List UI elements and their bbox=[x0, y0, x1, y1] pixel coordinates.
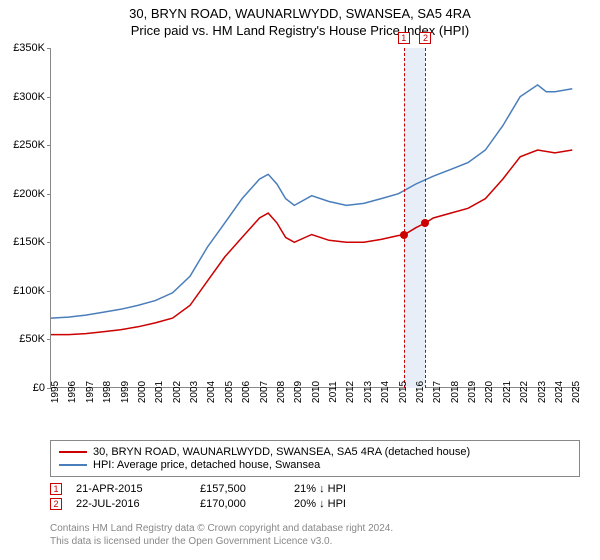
sale-marker-box: 1 bbox=[398, 32, 410, 44]
x-tick-label: 1999 bbox=[120, 381, 131, 403]
plot-area: 12 bbox=[50, 48, 580, 388]
y-tick-label: £250K bbox=[13, 139, 45, 151]
sales-table: 1 21-APR-2015 £157,500 21% ↓ HPI 2 22-JUL-201… bbox=[50, 480, 580, 513]
y-tick-mark bbox=[47, 242, 51, 243]
x-tick-label: 2006 bbox=[241, 381, 252, 403]
sale-date: 22-JUL-2016 bbox=[76, 498, 186, 510]
legend: 30, BRYN ROAD, WAUNARLWYDD, SWANSEA, SA5… bbox=[50, 440, 580, 477]
x-tick-label: 2022 bbox=[519, 381, 530, 403]
x-tick-label: 2014 bbox=[380, 381, 391, 403]
sale-diff: 21% ↓ HPI bbox=[294, 483, 394, 495]
y-tick-mark bbox=[47, 291, 51, 292]
x-tick-label: 2002 bbox=[172, 381, 183, 403]
x-tick-label: 2010 bbox=[311, 381, 322, 403]
sale-row: 2 22-JUL-2016 £170,000 20% ↓ HPI bbox=[50, 498, 580, 510]
line-series bbox=[51, 48, 581, 388]
legend-swatch bbox=[59, 464, 87, 466]
sale-date: 21-APR-2015 bbox=[76, 483, 186, 495]
y-tick-label: £100K bbox=[13, 285, 45, 297]
x-tick-label: 2015 bbox=[398, 381, 409, 403]
x-tick-label: 2005 bbox=[224, 381, 235, 403]
x-tick-label: 2017 bbox=[432, 381, 443, 403]
x-tick-label: 2008 bbox=[276, 381, 287, 403]
x-tick-label: 2020 bbox=[484, 381, 495, 403]
y-tick-mark bbox=[47, 339, 51, 340]
x-tick-label: 2011 bbox=[328, 381, 339, 403]
y-tick-label: £50K bbox=[19, 333, 45, 345]
sale-dot bbox=[400, 231, 408, 239]
legend-label: 30, BRYN ROAD, WAUNARLWYDD, SWANSEA, SA5… bbox=[93, 446, 470, 458]
y-tick-mark bbox=[47, 194, 51, 195]
y-tick-mark bbox=[47, 145, 51, 146]
footer-line2: This data is licensed under the Open Gov… bbox=[50, 535, 393, 548]
x-tick-label: 2012 bbox=[345, 381, 356, 403]
x-tick-label: 1997 bbox=[85, 381, 96, 403]
x-tick-label: 2016 bbox=[415, 381, 426, 403]
sale-diff: 20% ↓ HPI bbox=[294, 498, 394, 510]
x-tick-label: 2003 bbox=[189, 381, 200, 403]
chart-area: £0£50K£100K£150K£200K£250K£300K£350K 12 … bbox=[50, 48, 580, 408]
sale-price: £170,000 bbox=[200, 498, 280, 510]
title-subtitle: Price paid vs. HM Land Registry's House … bbox=[0, 23, 600, 38]
x-tick-label: 2018 bbox=[450, 381, 461, 403]
legend-row: HPI: Average price, detached house, Swan… bbox=[59, 459, 571, 471]
y-tick-mark bbox=[47, 97, 51, 98]
title-block: 30, BRYN ROAD, WAUNARLWYDD, SWANSEA, SA5… bbox=[0, 0, 600, 38]
legend-swatch bbox=[59, 451, 87, 453]
x-tick-label: 2019 bbox=[467, 381, 478, 403]
y-tick-mark bbox=[47, 48, 51, 49]
sale-row: 1 21-APR-2015 £157,500 21% ↓ HPI bbox=[50, 483, 580, 495]
sale-marker-box: 2 bbox=[419, 32, 431, 44]
x-tick-label: 2000 bbox=[137, 381, 148, 403]
x-tick-label: 2025 bbox=[571, 381, 582, 403]
sale-vline bbox=[404, 48, 405, 388]
y-tick-label: £200K bbox=[13, 188, 45, 200]
sale-row-marker: 2 bbox=[50, 498, 62, 510]
x-tick-label: 2004 bbox=[206, 381, 217, 403]
x-tick-label: 1996 bbox=[67, 381, 78, 403]
x-tick-label: 2023 bbox=[537, 381, 548, 403]
legend-label: HPI: Average price, detached house, Swan… bbox=[93, 459, 320, 471]
x-tick-label: 2013 bbox=[363, 381, 374, 403]
x-tick-label: 2001 bbox=[154, 381, 165, 403]
footer-line1: Contains HM Land Registry data © Crown c… bbox=[50, 522, 393, 535]
y-tick-label: £350K bbox=[13, 42, 45, 54]
legend-row: 30, BRYN ROAD, WAUNARLWYDD, SWANSEA, SA5… bbox=[59, 446, 571, 458]
chart-container: 30, BRYN ROAD, WAUNARLWYDD, SWANSEA, SA5… bbox=[0, 0, 600, 560]
x-tick-label: 2021 bbox=[502, 381, 513, 403]
x-tick-label: 2009 bbox=[293, 381, 304, 403]
title-address: 30, BRYN ROAD, WAUNARLWYDD, SWANSEA, SA5… bbox=[0, 6, 600, 21]
x-tick-label: 2007 bbox=[259, 381, 270, 403]
y-tick-label: £150K bbox=[13, 236, 45, 248]
x-tick-label: 1998 bbox=[102, 381, 113, 403]
y-tick-label: £0 bbox=[33, 382, 45, 394]
y-tick-label: £300K bbox=[13, 91, 45, 103]
footer-attribution: Contains HM Land Registry data © Crown c… bbox=[50, 522, 393, 548]
sale-price: £157,500 bbox=[200, 483, 280, 495]
sale-row-marker: 1 bbox=[50, 483, 62, 495]
sale-dot bbox=[421, 219, 429, 227]
x-tick-label: 1995 bbox=[50, 381, 61, 403]
x-tick-label: 2024 bbox=[554, 381, 565, 403]
series-hpi bbox=[51, 85, 572, 318]
